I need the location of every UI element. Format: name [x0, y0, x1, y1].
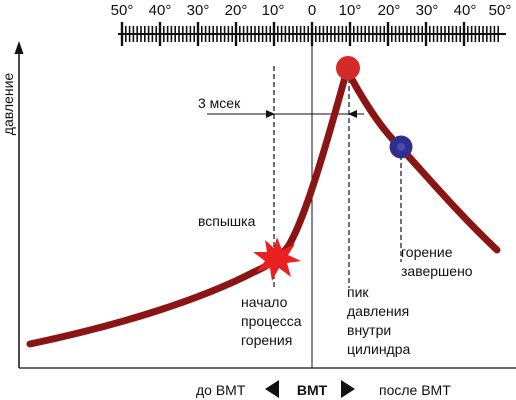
scale-ticks	[120, 22, 500, 46]
tick-label-0: 0	[308, 2, 316, 19]
tdc-label: ВМТ	[297, 382, 328, 398]
combustion-start-line-1: начало	[241, 294, 288, 310]
tick-label-20-before: 20°	[225, 2, 248, 19]
combustion-end-line-2: завершено	[401, 263, 473, 279]
peak-marker	[336, 56, 360, 80]
interval-arrow-right	[348, 110, 357, 118]
pressure-peak-line-2: давления	[347, 303, 409, 319]
left-arrow-icon	[265, 380, 279, 398]
tick-label-30-after: 30°	[416, 2, 439, 19]
spark-label: вспышка	[198, 213, 256, 229]
tick-label-40-after: 40°	[454, 2, 477, 19]
before-tdc-label: до ВМТ	[196, 382, 246, 398]
pressure-curve	[26, 66, 501, 348]
tick-label-10-before: 10°	[262, 2, 285, 19]
right-arrow-icon	[341, 380, 355, 398]
interval-label: 3 мсек	[198, 95, 241, 111]
after-tdc-label: после ВМТ	[379, 382, 451, 398]
interval-arrow-left	[266, 110, 275, 118]
tick-label-20-after: 20°	[378, 2, 401, 19]
tick-label-50-after: 50°	[489, 2, 512, 19]
interval-marker: 3 мсек	[198, 95, 364, 118]
combustion-end-line-1: горение	[401, 244, 453, 260]
y-axis: давление	[0, 41, 24, 368]
y-axis-arrow	[14, 41, 24, 54]
pressure-peak-label: пик давления внутри цилиндра	[347, 284, 413, 357]
combustion-start-label: начало процесса горения	[241, 294, 305, 348]
tick-label-10-after: 10°	[339, 2, 362, 19]
pressure-peak-line-3: внутри	[347, 322, 391, 338]
tick-label-40-before: 40°	[149, 2, 172, 19]
combustion-start-line-3: горения	[241, 332, 292, 348]
pressure-peak-line-1: пик	[347, 284, 369, 300]
tdc-legend: до ВМТ ВМТ после ВМТ	[196, 380, 451, 398]
end-marker-highlight	[397, 143, 405, 151]
combustion-start-line-2: процесса	[241, 313, 302, 329]
tick-label-30-before: 30°	[187, 2, 210, 19]
tick-label-50-before: 50°	[111, 2, 134, 19]
pressure-peak-line-4: цилиндра	[347, 341, 411, 357]
y-axis-title: давление	[0, 73, 16, 136]
combustion-end-label: горение завершено	[401, 244, 473, 279]
degree-scale: 50° 40° 30° 20° 10° 0 10° 20° 30° 40° 50…	[111, 2, 512, 46]
spark-star-icon	[253, 237, 301, 281]
